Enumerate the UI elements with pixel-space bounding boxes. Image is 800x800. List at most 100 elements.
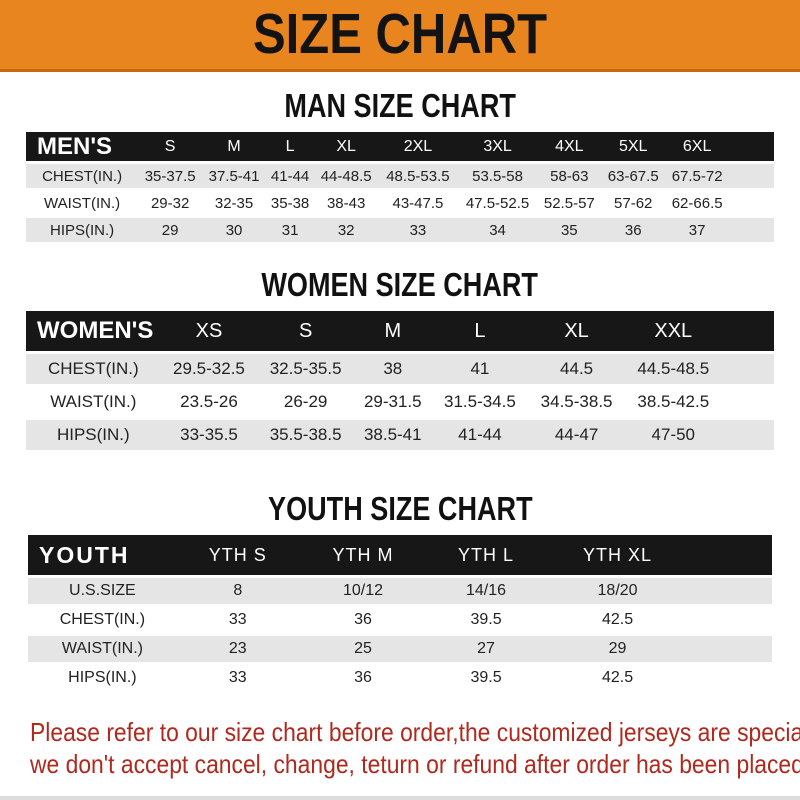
value-cell: 32 [337,221,355,239]
section-men: MAN SIZE CHART MEN'S S M L XL 2XL 3XL 4XL 5XL 6XL C… [0,88,800,245]
size-column-header: M [384,319,402,342]
size-column-header: S [164,137,176,155]
row-spacer [690,636,772,662]
header-spacer [690,535,772,575]
size-table-youth: YOUTH YTH S YTH M YTH L YTH XL U.S.SIZE 8 10/12… [28,532,772,694]
value-cell: 39.5 [470,611,502,628]
size-column-header: XL [564,319,589,342]
row-spacer [690,578,772,604]
value-cell: 41 [470,359,490,378]
value-cell: 36 [354,611,372,628]
size-column-header: YTH S [208,544,267,565]
value-cell: 34 [489,221,506,239]
size-chart-sections: MAN SIZE CHART MEN'S S M L XL 2XL 3XL 4XL 5XL 6XL C… [0,88,800,694]
value-cell: 29-32 [150,194,190,212]
header-bar-row: WOMEN'S XS S M L XL XXL [26,311,774,351]
table-row: HIPS(IN.) 33 36 39.5 42.5 [28,665,772,691]
section-women: WOMEN SIZE CHART WOMEN'S XS S M L XL XXL CHEST(I… [0,267,800,453]
section-title-youth: YOUTH SIZE CHART [0,491,800,527]
table-row: WAIST(IN.) 29-32 32-35 35-38 38-43 43-47.5 47.… [26,191,774,215]
value-cell: 34.5-38.5 [540,392,613,411]
row-spacer [722,354,774,384]
value-cell: 36 [354,669,372,686]
table-row: CHEST(IN.) 35-37.5 37.5-41 41-44 44-48.5 48.5… [26,164,774,188]
row-spacer [690,665,772,691]
value-cell: 32-35 [214,194,254,212]
section-title-women: WOMEN SIZE CHART [0,267,800,303]
row-spacer [729,191,774,215]
value-cell: 57-62 [614,194,653,212]
value-cell: 47-50 [651,425,696,444]
value-cell: 67.5-72 [671,167,723,185]
row-spacer [722,387,774,417]
row-label: HIPS(IN.) [50,221,115,239]
value-cell: 44-48.5 [320,167,372,185]
row-label: HIPS(IN.) [68,669,137,686]
value-cell: 27 [477,640,495,657]
size-table-women: WOMEN'S XS S M L XL XXL CHEST(IN.) 29.5-32.5 32.5… [26,308,774,453]
value-cell: 63-67.5 [607,167,659,185]
value-cell: 18/20 [597,582,638,599]
table-row: HIPS(IN.) 29 30 31 32 33 34 35 36 37 [26,218,774,242]
value-cell: 38 [383,359,403,378]
note-line-2: we don't accept cancel, change, teturn o… [30,749,800,779]
value-cell: 47.5-52.5 [465,194,530,212]
size-column-header: L [285,137,295,155]
header-label: YOUTH [39,541,130,568]
size-column-header: 6XL [682,137,712,155]
value-cell: 31.5-34.5 [443,392,516,411]
row-label: CHEST(IN.) [59,611,146,628]
value-cell: 42.5 [601,669,634,686]
value-cell: 52.5-57 [543,194,595,212]
banner-title: SIZE CHART [252,2,548,66]
value-cell: 53.5-58 [472,167,523,185]
table-row: CHEST(IN.) 29.5-32.5 32.5-35.5 38 41 44.5 44.5… [26,354,774,384]
table-body: CHEST(IN.) 29.5-32.5 32.5-35.5 38 41 44.5 44.5… [26,354,774,450]
row-spacer [729,218,774,242]
value-cell: 30 [225,221,243,239]
size-column-header: S [298,319,313,342]
size-column-header: XXL [654,319,693,342]
header-spacer [722,311,774,351]
value-cell: 35.5-38.5 [269,425,342,444]
row-label: WAIST(IN.) [44,194,121,212]
value-cell: 42.5 [601,611,634,628]
value-cell: 33 [409,221,427,239]
row-spacer [729,164,774,188]
value-cell: 33 [228,611,247,628]
value-cell: 62-66.5 [671,194,723,212]
value-cell: 48.5-53.5 [386,167,450,185]
value-cell: 35 [560,221,578,239]
value-cell: 29 [161,221,179,239]
value-cell: 44.5-48.5 [637,359,710,378]
size-table-men: MEN'S S M L XL 2XL 3XL 4XL 5XL 6XL CHEST(IN.) 35-37… [26,129,774,245]
value-cell: 41-44 [270,167,310,185]
row-label: WAIST(IN.) [61,640,143,657]
table-row: HIPS(IN.) 33-35.5 35.5-38.5 38.5-41 41-44 44-… [26,420,774,450]
size-column-header: M [227,137,241,155]
section-title-text: WOMEN SIZE CHART [261,266,539,303]
table-head: WOMEN'S XS S M L XL XXL [26,311,774,351]
value-cell: 29-31.5 [363,392,422,411]
table-row: WAIST(IN.) 23 25 27 29 [28,636,772,662]
table-row: WAIST(IN.) 23.5-26 26-29 29-31.5 31.5-34.5 34… [26,387,774,417]
value-cell: 35-37.5 [144,167,196,185]
value-cell: 10/12 [342,582,383,599]
value-cell: 14/16 [466,582,507,599]
bottom-edge-divider [0,796,800,800]
header-bar-row: MEN'S S M L XL 2XL 3XL 4XL 5XL 6XL [26,132,774,161]
section-title-text: YOUTH SIZE CHART [267,490,533,527]
header-bar-row: YOUTH YTH S YTH M YTH L YTH XL [28,535,772,575]
size-column-header: 4XL [555,137,584,155]
value-cell: 41-44 [458,425,502,444]
value-cell: 23.5-26 [180,392,238,411]
table-body: CHEST(IN.) 35-37.5 37.5-41 41-44 44-48.5 48.5… [26,164,774,242]
value-cell: 29.5-32.5 [173,359,245,378]
note-line-1: Please refer to our size chart before or… [30,717,800,747]
value-cell: 25 [354,640,372,657]
size-column-header: YTH M [332,544,394,565]
size-column-header: 5XL [618,137,648,155]
value-cell: 37 [688,221,706,239]
value-cell: 39.5 [470,669,502,686]
row-label: U.S.SIZE [69,582,136,599]
